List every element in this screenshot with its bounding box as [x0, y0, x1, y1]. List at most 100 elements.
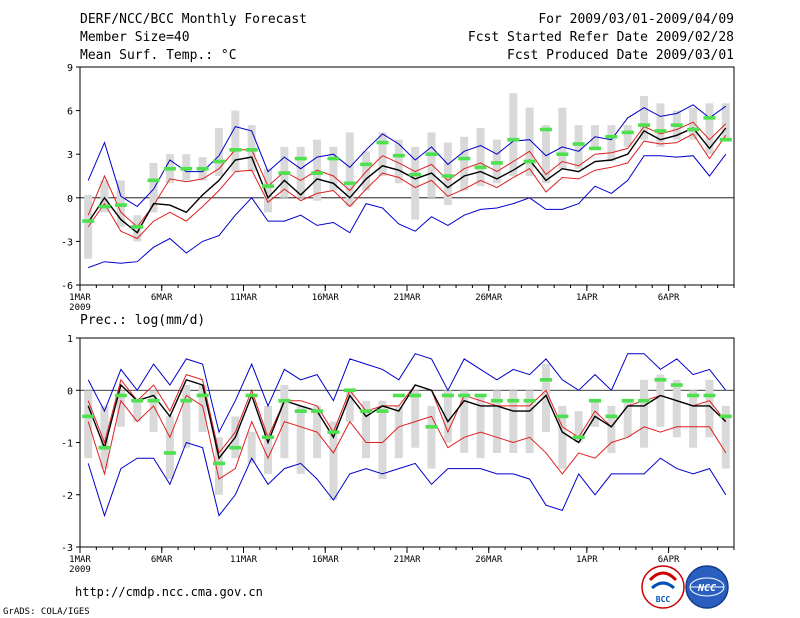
- median-mark: [441, 174, 454, 178]
- median-mark: [458, 156, 471, 161]
- median-mark: [441, 393, 454, 398]
- median-mark: [474, 165, 487, 170]
- median-mark: [262, 184, 275, 188]
- bcc-logo-text: BCC: [656, 595, 671, 604]
- median-mark: [687, 127, 700, 132]
- spread-box: [591, 125, 600, 147]
- median-mark: [98, 445, 111, 450]
- spread-box: [607, 405, 616, 453]
- forecast-produced-date: Fcst Produced Date 2009/03/01: [507, 48, 734, 63]
- median-mark: [147, 178, 160, 183]
- median-mark: [458, 393, 471, 398]
- spread-box: [574, 411, 583, 443]
- variable-label: Mean Surf. Temp.: °C: [80, 48, 237, 63]
- median-mark: [670, 383, 683, 387]
- median-mark: [425, 425, 438, 429]
- source-url: http://cmdp.ncc.cma.gov.cn: [75, 585, 263, 599]
- spread-box: [427, 405, 436, 469]
- spread-box: [640, 379, 649, 448]
- y-tick-label: -2: [61, 491, 73, 502]
- median-mark: [703, 116, 716, 120]
- median-mark: [621, 130, 634, 135]
- spread-box: [296, 146, 305, 198]
- median-mark: [392, 153, 405, 158]
- spread-box: [394, 139, 403, 184]
- median-mark: [360, 409, 373, 413]
- spread-box: [84, 390, 93, 459]
- y-tick-label: 0: [67, 194, 73, 205]
- x-tick-label: 16MAR: [312, 555, 340, 565]
- x-tick-label: 6MAR: [151, 555, 173, 565]
- spread-box: [541, 125, 550, 184]
- median-mark: [212, 461, 225, 466]
- median-mark: [572, 142, 585, 146]
- spread-box: [116, 390, 125, 427]
- x-tick-label: 21MAR: [393, 555, 421, 565]
- median-mark: [621, 398, 634, 403]
- spread-box: [640, 96, 649, 140]
- median-mark: [507, 398, 520, 403]
- spread-box: [182, 385, 191, 448]
- spread-box: [509, 93, 518, 176]
- median-mark: [196, 166, 209, 171]
- x-tick-label: 6APR: [658, 293, 680, 303]
- spread-box: [411, 390, 420, 448]
- spread-box: [541, 364, 550, 433]
- median-mark: [589, 146, 602, 151]
- spread-box: [149, 162, 158, 213]
- bcc-logo: BCC: [641, 565, 685, 609]
- spread-box: [558, 405, 567, 469]
- member-size-label: Member Size=40: [80, 30, 190, 45]
- median-mark: [294, 409, 307, 413]
- spread-box: [345, 390, 354, 422]
- median-mark: [278, 398, 291, 403]
- median-mark: [196, 393, 209, 398]
- spread-box: [623, 125, 632, 147]
- spread-box: [623, 400, 632, 438]
- series-line-max: [87, 353, 727, 434]
- spread-box: [247, 432, 256, 464]
- median-mark: [638, 123, 651, 127]
- median-mark: [245, 393, 258, 398]
- x-tick-label: 11MAR: [230, 293, 258, 303]
- precip-label: Prec.: log(mm/d): [80, 313, 205, 328]
- spread-box: [362, 400, 371, 459]
- spread-box: [329, 421, 338, 500]
- median-mark: [523, 398, 536, 403]
- spread-box: [476, 395, 485, 459]
- series-line-mean: [87, 127, 727, 234]
- spread-box: [378, 400, 387, 480]
- x-tick-label: 6APR: [658, 555, 680, 565]
- forecast-start-date: Fcst Started Refer Date 2009/02/28: [468, 30, 734, 45]
- x-tick-label: 1MAR: [69, 555, 91, 565]
- median-mark: [327, 430, 340, 434]
- spread-box: [378, 132, 387, 176]
- median-mark: [163, 451, 176, 455]
- spread-box: [345, 132, 354, 207]
- spread-box: [705, 103, 714, 155]
- spread-box: [689, 390, 698, 448]
- median-mark: [572, 435, 585, 440]
- spread-box: [214, 128, 223, 176]
- median-mark: [490, 161, 503, 165]
- median-mark: [163, 166, 176, 171]
- x-tick-label: 6MAR: [151, 293, 173, 303]
- median-mark: [409, 172, 422, 177]
- spread-box: [558, 107, 567, 169]
- median-mark: [719, 414, 732, 419]
- median-mark: [229, 148, 242, 152]
- x-tick-label: 1APR: [576, 555, 598, 565]
- spread-box: [509, 390, 518, 453]
- spread-box: [574, 125, 583, 169]
- median-mark: [311, 409, 324, 413]
- median-mark: [507, 137, 520, 142]
- y-tick-label: -3: [61, 543, 73, 554]
- median-mark: [523, 159, 536, 164]
- median-mark: [556, 152, 569, 156]
- median-mark: [687, 393, 700, 398]
- median-mark: [262, 435, 275, 440]
- spread-box: [329, 146, 338, 191]
- median-mark: [605, 414, 618, 419]
- spread-box: [689, 107, 698, 140]
- y-tick-label: -1: [61, 439, 73, 450]
